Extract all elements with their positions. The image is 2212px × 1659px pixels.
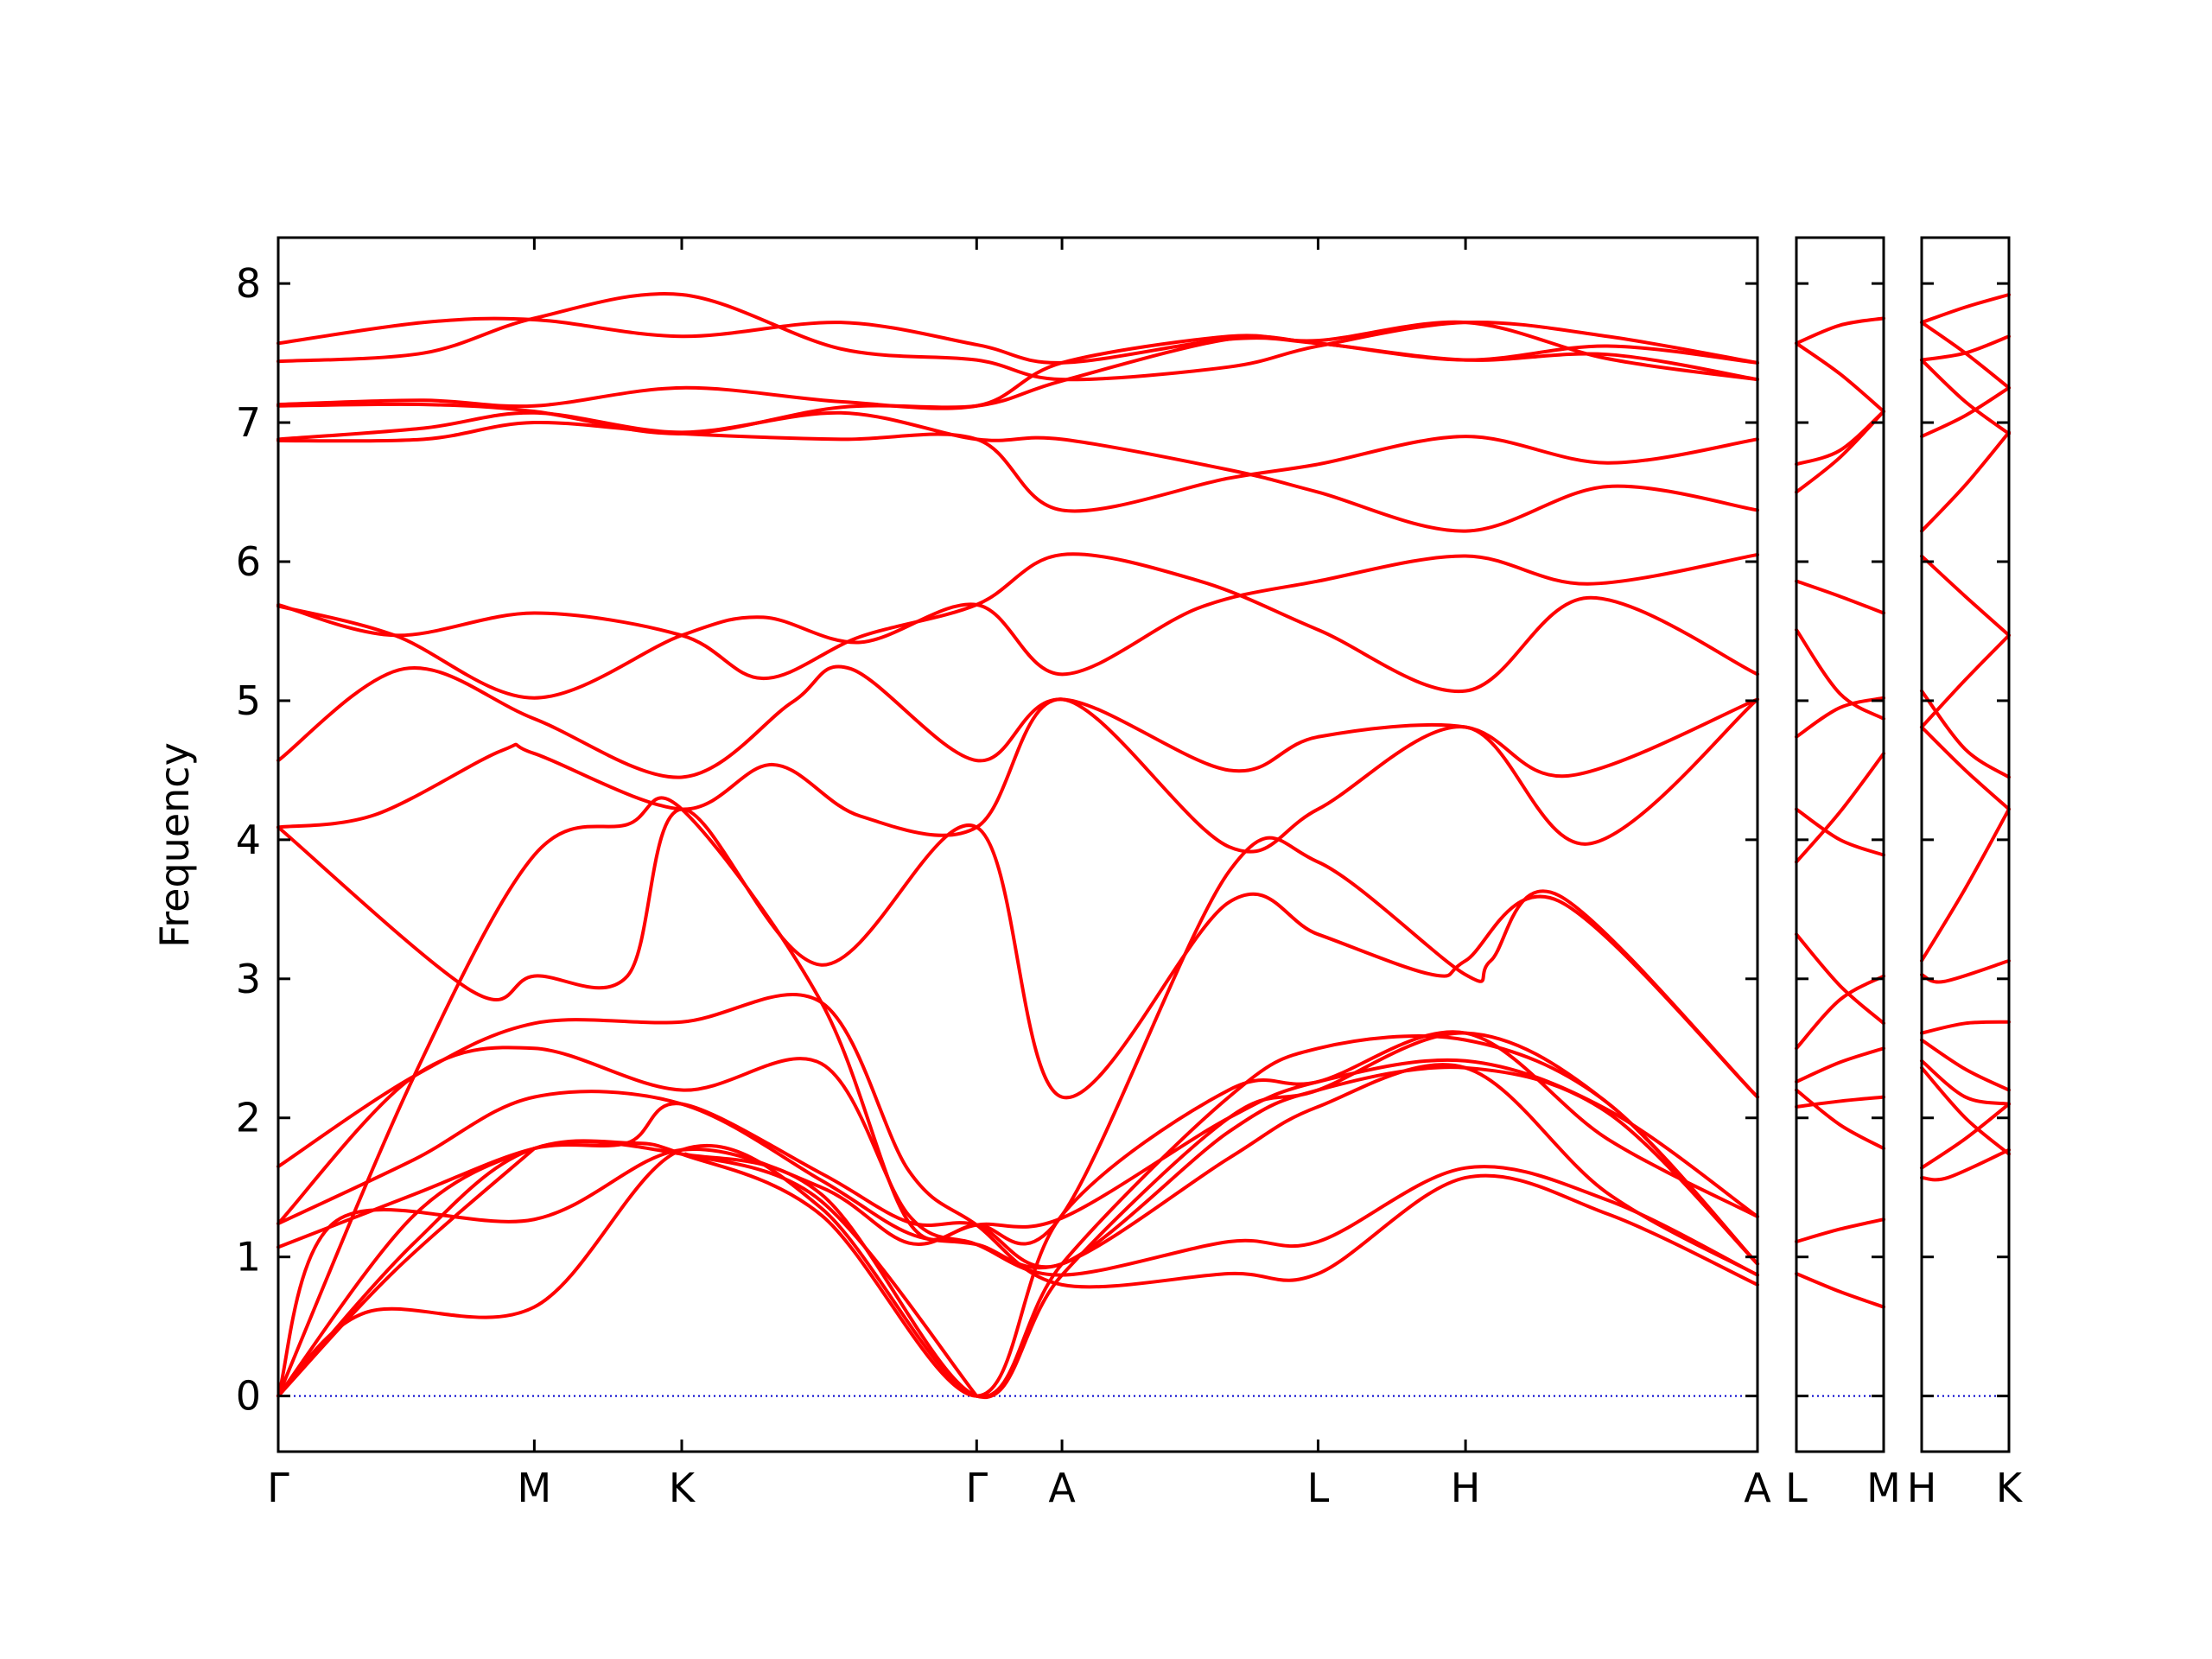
band-line <box>1920 1020 2011 1035</box>
band-line <box>1795 1217 1885 1243</box>
panel-frame <box>1920 236 2011 1453</box>
y-tick-label: 6 <box>236 538 261 585</box>
band-line <box>1920 1065 2011 1156</box>
y-tick-label: 2 <box>236 1095 261 1141</box>
band-line <box>276 807 1759 1100</box>
band-line <box>276 334 1759 435</box>
band-line <box>1920 292 2011 325</box>
y-tick-label: 3 <box>236 956 261 1002</box>
x-tick-label: K <box>669 1465 696 1511</box>
band-line <box>276 1030 1759 1398</box>
panel-frame <box>1795 236 1885 1453</box>
band-line <box>1920 321 2011 390</box>
band-line <box>1795 1088 1885 1151</box>
band-line <box>1920 725 2011 811</box>
band-line <box>276 410 1759 533</box>
band-line <box>1920 334 2011 362</box>
band-line <box>1920 554 2011 638</box>
x-tick-label: Γ <box>267 1465 289 1511</box>
x-tick-label: L <box>1785 1465 1808 1511</box>
band-line <box>276 552 1759 694</box>
band-line <box>1795 1272 1885 1309</box>
band-line <box>1920 1102 2011 1170</box>
x-tick-label: A <box>1744 1465 1771 1511</box>
x-tick-label: M <box>1866 1465 1901 1511</box>
band-line <box>1920 1147 2011 1182</box>
y-tick-label: 0 <box>236 1373 261 1420</box>
band-line <box>1795 752 1885 864</box>
band-line <box>276 796 1759 1398</box>
band-line <box>1795 1095 1885 1109</box>
band-line <box>276 1063 1759 1277</box>
y-tick-label: 8 <box>236 260 261 307</box>
band-line <box>1795 807 1885 857</box>
x-tick-label: M <box>518 1465 552 1511</box>
band-line <box>1795 932 1885 1026</box>
band-line <box>1920 807 2011 963</box>
band-line <box>276 552 1759 700</box>
x-tick-label: H <box>1907 1465 1937 1511</box>
y-tick-label: 1 <box>236 1234 261 1281</box>
band-line <box>1920 1058 2011 1106</box>
x-tick-label: K <box>1996 1465 2024 1511</box>
y-axis-label: Frequency <box>151 742 198 948</box>
band-line <box>276 1031 1759 1400</box>
band-line <box>1795 316 1885 346</box>
band-line <box>1795 974 1885 1051</box>
x-tick-label: A <box>1048 1465 1076 1511</box>
band-line <box>1920 430 2011 533</box>
x-tick-label: H <box>1451 1465 1481 1511</box>
panel-1: Γ M K Γ A L H A 0 1 2 3 4 5 6 7 8 <box>236 236 1771 1511</box>
band-line <box>1920 958 2011 984</box>
band-line <box>276 664 1759 779</box>
band-line <box>276 420 1759 513</box>
x-tick-label: L <box>1307 1465 1330 1511</box>
band-line <box>683 1152 979 1398</box>
band-line <box>1920 358 2011 435</box>
band-line <box>1795 696 1885 739</box>
y-tick-label: 7 <box>236 399 261 446</box>
band-line <box>276 292 1759 382</box>
y-tick-label: 5 <box>236 677 261 724</box>
band-line <box>1920 1038 2011 1092</box>
band-line <box>276 1058 1759 1398</box>
band-line <box>1795 341 1885 414</box>
x-tick-label: Γ <box>965 1465 988 1511</box>
band-line <box>276 1147 537 1398</box>
band-line <box>1920 633 2011 729</box>
band-line <box>1920 689 2011 779</box>
panel-frame <box>276 236 1759 1453</box>
band-line <box>1795 1046 1885 1084</box>
band-line <box>276 1034 1759 1399</box>
band-line <box>1795 627 1885 721</box>
band-line <box>276 697 1759 854</box>
band-line <box>1795 579 1885 615</box>
y-tick-label: 4 <box>236 817 261 863</box>
band-line <box>276 320 1759 410</box>
band-line <box>1920 385 2011 439</box>
